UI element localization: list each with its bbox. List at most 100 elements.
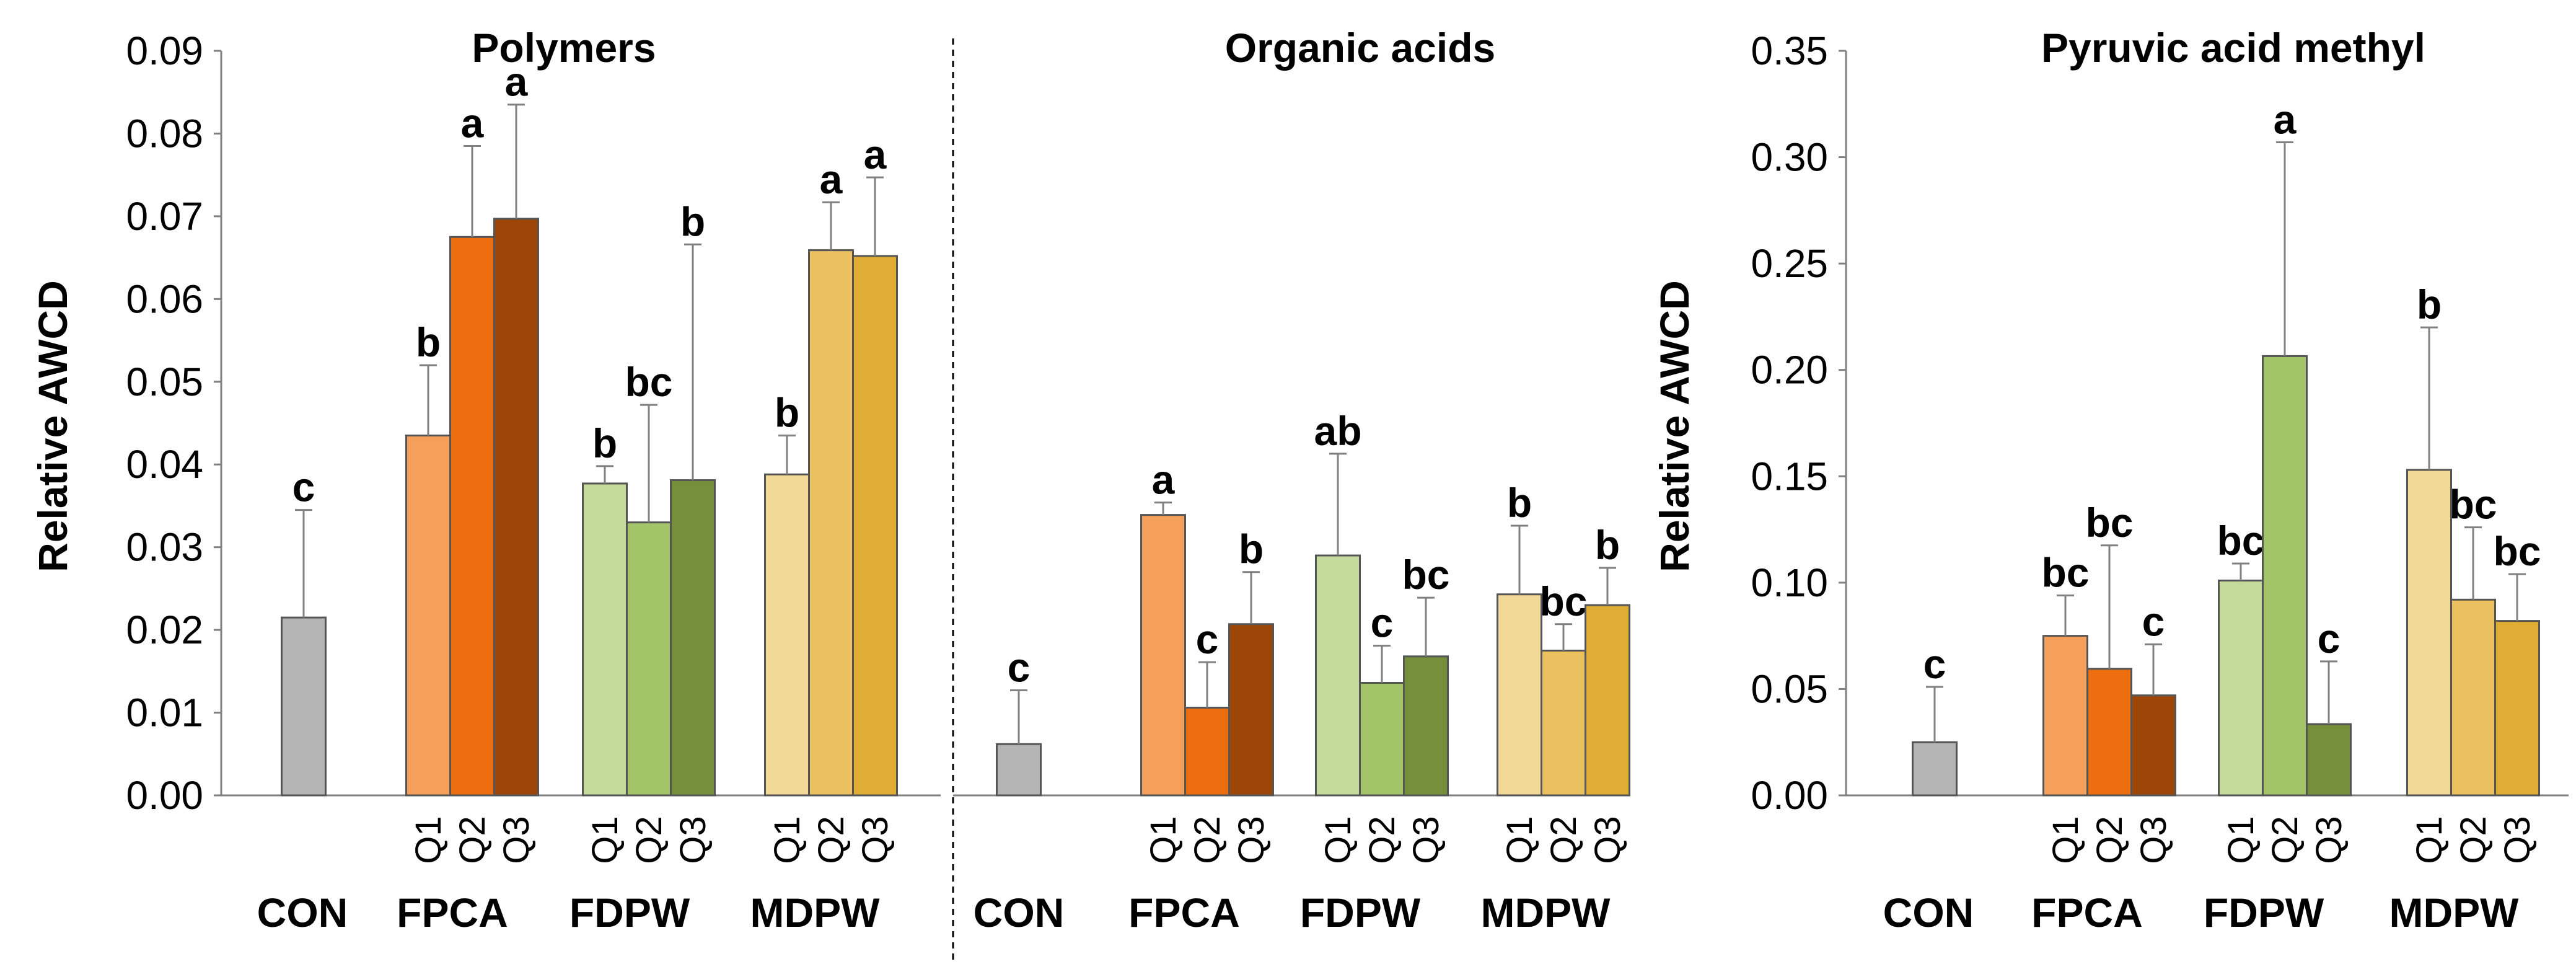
significance-letter: b [1595, 522, 1620, 568]
y-tick-label: 0.25 [1751, 241, 1828, 286]
y-tick-label: 0.05 [1751, 666, 1828, 711]
x-group-label: MDPW [2389, 890, 2520, 935]
panel-title: Organic acids [1225, 25, 1496, 71]
organic-acids-panel: Organic acids c a Q1 c Q2 b Q3 ab Q1 c Q2 bc Q3 b Q1 bc Q… [953, 25, 1630, 935]
x-sub-label: Q3 [1231, 816, 1272, 864]
y-axis-label: Relative AWCD [1651, 280, 1697, 572]
bar-fpca-q3 [493, 218, 539, 797]
significance-letter: bc [1402, 552, 1449, 598]
significance-letter: a [505, 59, 529, 105]
bar-fdpw-q2 [1359, 682, 1405, 797]
x-sub-label: Q2 [629, 816, 669, 864]
bar-fpca-q2 [2086, 668, 2132, 797]
x-sub-label: Q1 [2221, 816, 2261, 864]
bar-fdpw-q2 [626, 521, 672, 797]
significance-letter: a [864, 131, 887, 177]
bar-mdpw-q2 [1541, 649, 1586, 797]
significance-letter: bc [625, 359, 672, 405]
bar-mdpw-q3 [2494, 620, 2540, 797]
significance-letter: bc [2449, 482, 2497, 528]
bar-fdpw-q3 [1403, 655, 1449, 797]
significance-letter: bc [2217, 518, 2264, 564]
panel-title: Pyruvic acid methyl [2041, 25, 2425, 71]
y-tick-label: 0.07 [126, 194, 203, 239]
x-sub-label: Q1 [1500, 816, 1540, 864]
bar-fpca-q1 [405, 435, 451, 797]
x-sub-label: Q1 [767, 816, 807, 864]
significance-letter: c [2318, 616, 2341, 661]
bar-mdpw-q1 [1497, 593, 1542, 797]
significance-letter: a [461, 100, 485, 146]
x-sub-label: Q2 [452, 816, 493, 864]
significance-letter: bc [1539, 578, 1587, 624]
x-sub-label: Q3 [1588, 816, 1628, 864]
bar-fpca-q3 [1228, 623, 1274, 797]
x-sub-label: Q1 [1143, 816, 1184, 864]
x-sub-label: Q3 [2497, 816, 2538, 864]
bar-mdpw-q2 [2450, 598, 2496, 797]
significance-letter: c [1371, 599, 1394, 645]
significance-letter: b [775, 390, 799, 436]
significance-letter: bc [2493, 528, 2541, 574]
significance-letter: a [1152, 457, 1176, 503]
x-sub-label: Q3 [2309, 816, 2349, 864]
significance-letter: ab [1314, 408, 1361, 454]
x-group-label: FDPW [1300, 890, 1421, 935]
y-tick-label: 0.01 [126, 691, 203, 735]
bar-fdpw-q1 [1315, 554, 1361, 797]
x-sub-label: Q1 [408, 816, 449, 864]
significance-letter: b [2417, 281, 2442, 327]
bar-mdpw-q3 [1585, 604, 1630, 797]
bar-mdpw-q1 [2406, 469, 2452, 797]
bar-fpca-q1 [1140, 514, 1186, 797]
y-tick-label: 0.02 [126, 608, 203, 652]
bar-con [996, 743, 1042, 797]
y-tick-label: 0.00 [1751, 773, 1828, 818]
significance-letter: bc [2041, 549, 2089, 595]
x-group-label: MDPW [750, 890, 881, 935]
bar-con [1912, 741, 1958, 797]
y-tick-label: 0.00 [126, 773, 203, 818]
x-sub-label: Q1 [2046, 816, 2086, 864]
bar-fdpw-q1 [2218, 579, 2264, 797]
y-tick-label: 0.30 [1751, 135, 1828, 180]
significance-letter: c [1196, 616, 1219, 662]
significance-letter: a [820, 156, 843, 202]
x-group-label: CON [974, 890, 1065, 935]
x-sub-label: Q2 [1187, 816, 1228, 864]
y-tick-label: 0.15 [1751, 454, 1828, 498]
x-sub-label: Q2 [2453, 816, 2494, 864]
significance-letter: c [2142, 598, 2165, 644]
x-group-label: FDPW [569, 890, 690, 935]
x-group-label: FDPW [2204, 890, 2324, 935]
x-sub-label: Q3 [496, 816, 537, 864]
bar-fdpw-q3 [2306, 723, 2352, 797]
bar-mdpw-q2 [808, 249, 854, 797]
bar-fpca-q1 [2042, 635, 2088, 797]
pyruvic-acid-methyl-panel: Pyruvic acid methyl 0.00 0.05 0.10 0.15 0.20 0… [1651, 25, 2569, 935]
bar-fpca-q3 [2130, 694, 2176, 797]
polymers-panel: Polymers 0.00 0.01 0.02 0.03 0.04 0.05 0.06 0.07… [30, 25, 941, 935]
x-group-label: FPCA [2031, 890, 2143, 935]
x-sub-label: Q1 [2409, 816, 2450, 864]
x-group-label: FPCA [1128, 890, 1240, 935]
bar-fdpw-q1 [582, 482, 628, 797]
y-tick-label: 0.05 [126, 360, 203, 404]
x-sub-label: Q2 [811, 816, 851, 864]
significance-letter: b [1507, 480, 1532, 526]
y-axis-label: Relative AWCD [30, 280, 76, 572]
x-group-label: CON [1883, 890, 1974, 935]
y-tick-label: 0.09 [126, 29, 203, 73]
x-group-label: MDPW [1481, 890, 1611, 935]
x-sub-label: Q2 [1544, 816, 1584, 864]
y-tick-label: 0.35 [1751, 29, 1828, 73]
y-tick-label: 0.03 [126, 525, 203, 570]
x-sub-label: Q2 [2265, 816, 2305, 864]
y-tick-label: 0.04 [126, 442, 203, 487]
significance-letter: a [2274, 97, 2297, 143]
x-sub-label: Q2 [1362, 816, 1402, 864]
significance-letter: b [1239, 526, 1264, 572]
x-group-label: CON [257, 890, 348, 935]
x-sub-label: Q1 [1318, 816, 1358, 864]
